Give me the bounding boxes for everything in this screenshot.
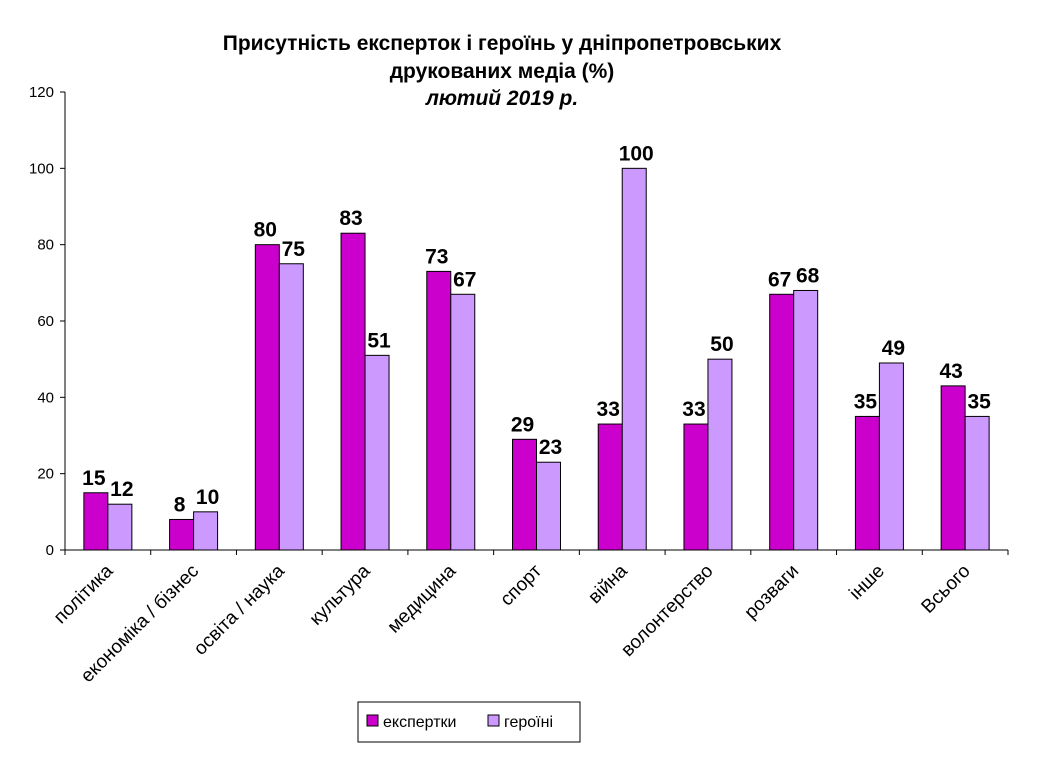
data-label-experts-1: 8	[174, 493, 186, 516]
bars	[83, 167, 990, 551]
data-label-experts-5: 29	[511, 413, 534, 436]
chart-title: Присутність експерток і героїнь у дніпро…	[223, 32, 782, 110]
bar-heroines-9	[878, 362, 904, 551]
data-label-heroines-2: 75	[282, 238, 306, 261]
legend-swatch-heroines	[487, 714, 500, 727]
category-label: медицина	[384, 560, 461, 637]
y-tick-label: 80	[37, 237, 54, 254]
bar-heroines-4	[450, 293, 476, 551]
bar-heroines-1	[193, 511, 219, 551]
bar-experts-10	[940, 385, 966, 551]
bar-heroines-5	[536, 461, 561, 551]
category-label: інше	[845, 561, 889, 605]
y-tick-label: 20	[37, 466, 54, 483]
y-axis: 0 20 40 60 80 100 120	[29, 84, 66, 559]
y-tick-label: 60	[37, 313, 54, 330]
y-tick-label: 40	[37, 389, 54, 406]
data-label-heroines-7: 50	[710, 333, 733, 356]
data-label-experts-3: 83	[339, 207, 362, 230]
bar-experts-2	[254, 244, 280, 551]
bar-heroines-2	[278, 263, 304, 551]
y-tick-label: 120	[29, 84, 54, 101]
y-tick-label: 100	[29, 160, 54, 177]
category-label: розваги	[741, 561, 804, 624]
bar-heroines-3	[364, 354, 390, 551]
bar-heroines-7	[707, 358, 733, 551]
data-label-heroines-6: 100	[619, 142, 654, 165]
category-label: волонтерство	[617, 561, 717, 661]
data-label-experts-0: 15	[82, 467, 106, 490]
category-label: спорт	[496, 560, 546, 610]
data-label-experts-10: 43	[939, 360, 962, 383]
data-label-heroines-0: 12	[110, 478, 133, 501]
bar-experts-1	[169, 518, 195, 551]
bar-heroines-8	[793, 289, 819, 551]
category-label: війна	[584, 560, 632, 608]
y-tick-label: 0	[46, 542, 54, 559]
legend: експертки героїні	[357, 701, 581, 743]
data-label-experts-2: 80	[254, 219, 277, 242]
data-label-experts-6: 33	[597, 398, 620, 421]
bar-heroines-0	[107, 503, 133, 551]
category-label: політика	[50, 560, 118, 628]
data-label-heroines-9: 49	[882, 337, 905, 360]
bar-experts-5	[512, 438, 537, 551]
data-label-experts-8: 67	[768, 268, 791, 291]
bar-experts-6	[597, 423, 623, 551]
chart-subtitle: лютий 2019 р.	[425, 87, 578, 110]
x-axis	[64, 549, 1009, 555]
data-label-heroines-10: 35	[967, 390, 991, 413]
data-label-experts-9: 35	[854, 390, 878, 413]
data-label-experts-7: 33	[682, 398, 705, 421]
data-label-heroines-5: 23	[539, 436, 562, 459]
bar-experts-7	[683, 423, 709, 551]
data-label-experts-4: 73	[425, 245, 448, 268]
chart-title-line2: друкованих медіа (%)	[390, 60, 615, 83]
legend-box	[357, 701, 581, 743]
bar-experts-4	[426, 270, 452, 551]
category-label: освіта / наука	[190, 560, 289, 659]
data-label-heroines-3: 51	[367, 329, 391, 352]
bar-heroines-6	[621, 167, 647, 551]
data-label-heroines-8: 68	[796, 264, 820, 287]
legend-swatch-experts	[366, 714, 379, 727]
bar-experts-8	[769, 293, 795, 551]
chart-title-line1: Присутність експерток і героїнь у дніпро…	[223, 32, 782, 55]
bar-experts-3	[340, 232, 366, 551]
category-label: Всього	[918, 561, 975, 618]
bar-experts-9	[854, 415, 880, 551]
category-label: культура	[306, 560, 375, 629]
data-label-heroines-4: 67	[453, 268, 476, 291]
data-label-heroines-1: 10	[196, 486, 219, 509]
legend-label-heroines: героїні	[504, 714, 553, 731]
bar-heroines-10	[964, 415, 990, 551]
bar-experts-0	[83, 492, 109, 551]
legend-label-experts: експертки	[383, 714, 456, 731]
